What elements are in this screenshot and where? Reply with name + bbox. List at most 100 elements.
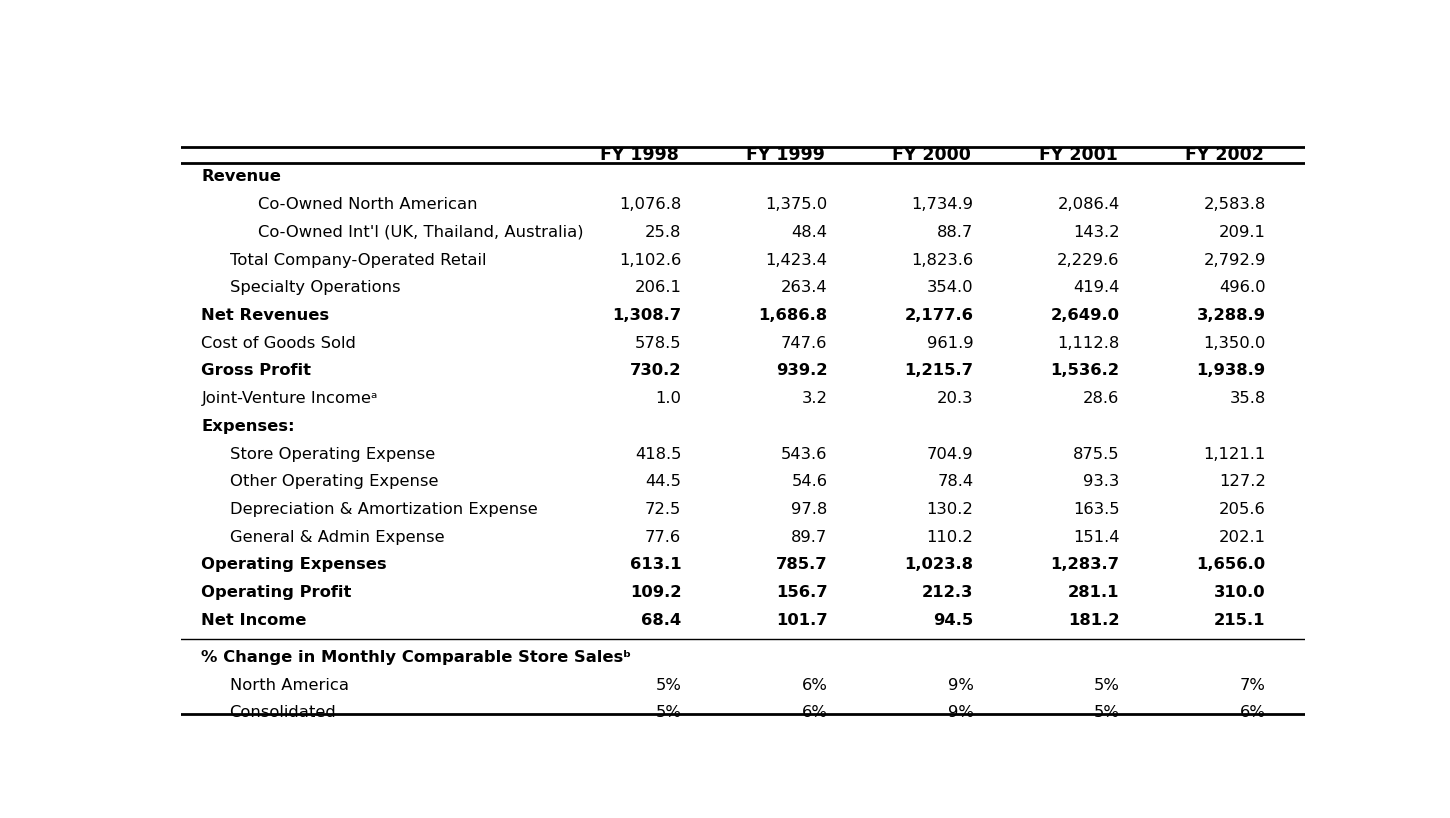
Text: % Change in Monthly Comparable Store Salesᵇ: % Change in Monthly Comparable Store Sal…: [202, 650, 632, 665]
Text: Operating Expenses: Operating Expenses: [202, 557, 387, 573]
Text: 93.3: 93.3: [1083, 474, 1119, 489]
Text: 1,350.0: 1,350.0: [1204, 335, 1266, 351]
Text: 151.4: 151.4: [1073, 530, 1119, 545]
Text: 9%: 9%: [948, 677, 973, 693]
Text: 419.4: 419.4: [1073, 281, 1119, 295]
Text: Co-Owned Int'l (UK, Thailand, Australia): Co-Owned Int'l (UK, Thailand, Australia): [258, 225, 583, 240]
Text: Specialty Operations: Specialty Operations: [229, 281, 400, 295]
Text: Depreciation & Amortization Expense: Depreciation & Amortization Expense: [229, 502, 538, 517]
Text: 1,076.8: 1,076.8: [619, 197, 682, 212]
Text: 961.9: 961.9: [927, 335, 973, 351]
Text: 1,536.2: 1,536.2: [1051, 363, 1119, 379]
Text: 730.2: 730.2: [629, 363, 681, 379]
Text: Gross Profit: Gross Profit: [202, 363, 312, 379]
Text: 127.2: 127.2: [1219, 474, 1266, 489]
Text: 1,375.0: 1,375.0: [766, 197, 828, 212]
Text: 2,229.6: 2,229.6: [1057, 253, 1119, 267]
Text: 77.6: 77.6: [645, 530, 682, 545]
Text: 354.0: 354.0: [927, 281, 973, 295]
Text: 543.6: 543.6: [782, 447, 828, 461]
Text: 6%: 6%: [1240, 705, 1266, 721]
Text: Expenses:: Expenses:: [202, 419, 296, 434]
Text: 44.5: 44.5: [645, 474, 682, 489]
Text: Cost of Goods Sold: Cost of Goods Sold: [202, 335, 357, 351]
Text: 2,792.9: 2,792.9: [1204, 253, 1266, 267]
Text: Net Revenues: Net Revenues: [202, 308, 329, 323]
Text: 88.7: 88.7: [937, 225, 973, 240]
Text: 54.6: 54.6: [792, 474, 828, 489]
Text: 101.7: 101.7: [776, 613, 828, 627]
Text: 181.2: 181.2: [1069, 613, 1119, 627]
Text: 205.6: 205.6: [1219, 502, 1266, 517]
Text: Store Operating Expense: Store Operating Expense: [229, 447, 435, 461]
Text: 212.3: 212.3: [922, 585, 973, 600]
Text: 109.2: 109.2: [629, 585, 681, 600]
Text: 156.7: 156.7: [776, 585, 828, 600]
Text: FY 1998: FY 1998: [600, 146, 679, 164]
Text: 578.5: 578.5: [635, 335, 682, 351]
Text: 281.1: 281.1: [1069, 585, 1119, 600]
Text: 6%: 6%: [802, 705, 828, 721]
Text: 1,102.6: 1,102.6: [619, 253, 682, 267]
Text: General & Admin Expense: General & Admin Expense: [229, 530, 444, 545]
Text: Co-Owned North American: Co-Owned North American: [258, 197, 477, 212]
Text: 2,649.0: 2,649.0: [1051, 308, 1119, 323]
Text: FY 2002: FY 2002: [1185, 146, 1263, 164]
Text: 89.7: 89.7: [792, 530, 828, 545]
Text: 939.2: 939.2: [776, 363, 828, 379]
Text: 20.3: 20.3: [937, 391, 973, 406]
Text: 68.4: 68.4: [641, 613, 681, 627]
Text: 163.5: 163.5: [1073, 502, 1119, 517]
Text: 5%: 5%: [655, 677, 681, 693]
Text: 35.8: 35.8: [1230, 391, 1266, 406]
Text: 1,121.1: 1,121.1: [1204, 447, 1266, 461]
Text: 7%: 7%: [1240, 677, 1266, 693]
Text: 1,938.9: 1,938.9: [1196, 363, 1266, 379]
Text: 3.2: 3.2: [802, 391, 828, 406]
Text: 1.0: 1.0: [655, 391, 681, 406]
Text: 1,112.8: 1,112.8: [1057, 335, 1119, 351]
Text: 143.2: 143.2: [1073, 225, 1119, 240]
Text: 613.1: 613.1: [629, 557, 681, 573]
Text: 25.8: 25.8: [645, 225, 682, 240]
Text: 1,283.7: 1,283.7: [1051, 557, 1119, 573]
Text: 1,215.7: 1,215.7: [905, 363, 973, 379]
Text: 28.6: 28.6: [1083, 391, 1119, 406]
Text: 97.8: 97.8: [792, 502, 828, 517]
Text: 1,823.6: 1,823.6: [911, 253, 973, 267]
Text: 3,288.9: 3,288.9: [1196, 308, 1266, 323]
Text: 9%: 9%: [948, 705, 973, 721]
Text: 2,086.4: 2,086.4: [1057, 197, 1119, 212]
Text: Other Operating Expense: Other Operating Expense: [229, 474, 438, 489]
Text: 94.5: 94.5: [934, 613, 973, 627]
Text: 2,177.6: 2,177.6: [905, 308, 973, 323]
Text: 215.1: 215.1: [1214, 613, 1266, 627]
Text: 1,656.0: 1,656.0: [1196, 557, 1266, 573]
Text: 5%: 5%: [1093, 705, 1119, 721]
Text: Operating Profit: Operating Profit: [202, 585, 352, 600]
Text: Consolidated: Consolidated: [229, 705, 336, 721]
Text: 2,583.8: 2,583.8: [1204, 197, 1266, 212]
Text: Revenue: Revenue: [202, 169, 281, 184]
Text: 72.5: 72.5: [645, 502, 682, 517]
Text: 130.2: 130.2: [927, 502, 973, 517]
Text: FY 1999: FY 1999: [747, 146, 825, 164]
Text: 5%: 5%: [655, 705, 681, 721]
Text: 496.0: 496.0: [1219, 281, 1266, 295]
Text: 110.2: 110.2: [927, 530, 973, 545]
Text: 202.1: 202.1: [1218, 530, 1266, 545]
Text: 418.5: 418.5: [635, 447, 682, 461]
Text: Total Company-Operated Retail: Total Company-Operated Retail: [229, 253, 486, 267]
Text: 206.1: 206.1: [635, 281, 682, 295]
Text: 785.7: 785.7: [776, 557, 828, 573]
Text: 78.4: 78.4: [937, 474, 973, 489]
Text: 704.9: 704.9: [927, 447, 973, 461]
Text: 1,734.9: 1,734.9: [912, 197, 973, 212]
Text: 6%: 6%: [802, 677, 828, 693]
Text: 747.6: 747.6: [782, 335, 828, 351]
Text: 1,308.7: 1,308.7: [612, 308, 682, 323]
Text: 1,686.8: 1,686.8: [758, 308, 828, 323]
Text: 1,423.4: 1,423.4: [766, 253, 828, 267]
Text: FY 2001: FY 2001: [1038, 146, 1118, 164]
Text: 48.4: 48.4: [792, 225, 828, 240]
